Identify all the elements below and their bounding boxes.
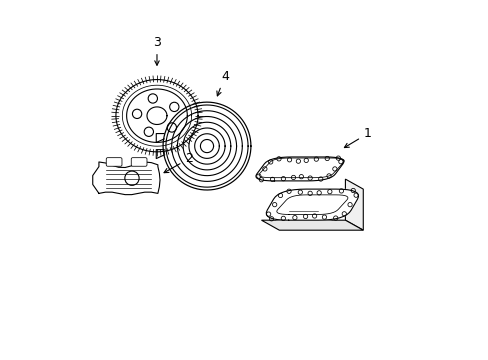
Polygon shape xyxy=(259,158,344,178)
FancyBboxPatch shape xyxy=(131,158,147,166)
Polygon shape xyxy=(261,220,363,230)
Text: 3: 3 xyxy=(153,36,161,65)
Polygon shape xyxy=(93,162,160,195)
Text: 4: 4 xyxy=(217,70,228,96)
Polygon shape xyxy=(345,179,363,230)
FancyBboxPatch shape xyxy=(106,158,122,166)
Polygon shape xyxy=(266,189,358,220)
Text: 1: 1 xyxy=(344,127,371,148)
Text: 2: 2 xyxy=(163,152,193,173)
Polygon shape xyxy=(255,157,343,181)
